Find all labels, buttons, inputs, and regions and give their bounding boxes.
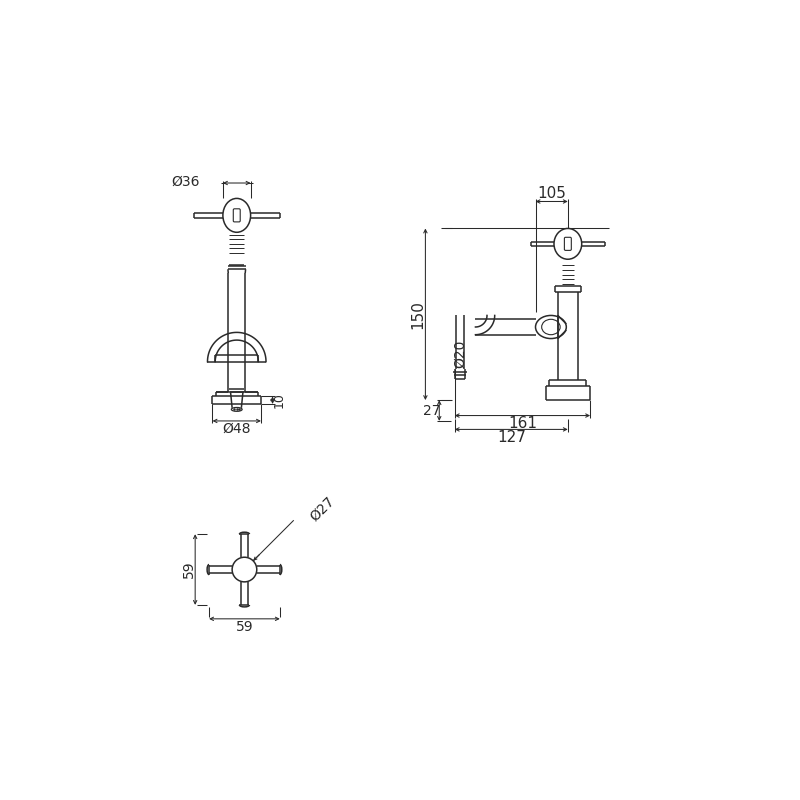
Text: Ø27: Ø27: [307, 494, 338, 524]
Text: Ø48: Ø48: [222, 422, 251, 436]
Text: 161: 161: [508, 416, 537, 430]
Text: Ø36: Ø36: [171, 174, 200, 189]
Text: 10: 10: [272, 392, 286, 408]
Text: 150: 150: [410, 300, 426, 329]
Text: 59: 59: [236, 619, 254, 634]
Text: Ø20: Ø20: [453, 340, 467, 368]
Text: 105: 105: [538, 186, 566, 202]
Text: 27: 27: [423, 403, 440, 418]
Text: 59: 59: [182, 561, 196, 578]
Text: 127: 127: [497, 430, 526, 445]
